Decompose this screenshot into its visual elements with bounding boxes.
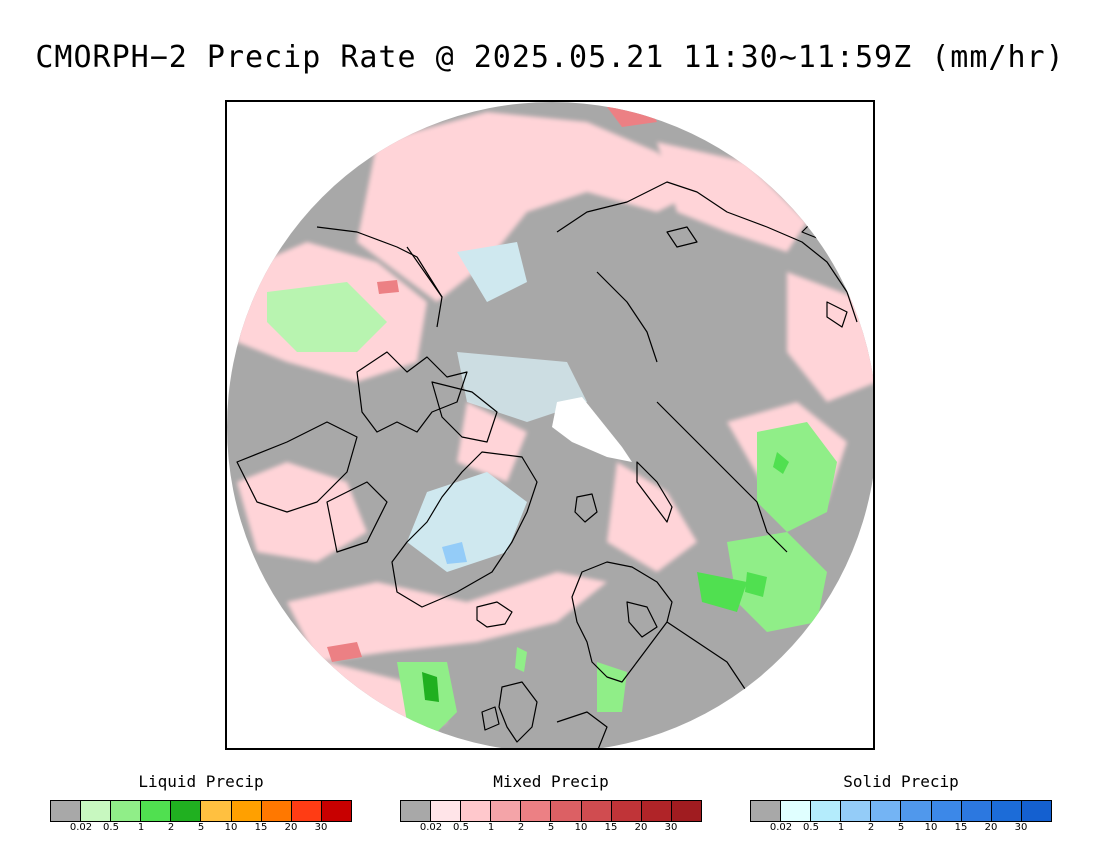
mixed-tick-label: 2 <box>517 822 525 833</box>
color-scale-solid <box>750 800 1052 822</box>
liquid-tick-label: 2 <box>167 822 175 833</box>
color-scale-mixed <box>400 800 702 822</box>
mixed-swatch-4 <box>521 801 552 821</box>
mixed-swatch-0 <box>401 801 432 821</box>
solid-precip-areas <box>407 242 587 572</box>
solid-swatch-2 <box>811 801 842 821</box>
mixed-tick-label: 10 <box>574 822 588 833</box>
liquid-swatch-7 <box>261 801 292 821</box>
polar-precip-map <box>227 102 873 748</box>
legend-mixed: Mixed Precip 0.02 0.5 1 2 5 10 15 20 30 <box>400 770 702 840</box>
legend-solid: Solid Precip 0.02 0.5 1 2 5 10 15 20 30 <box>750 770 1052 840</box>
mixed-swatch-1 <box>431 801 462 821</box>
mixed-swatch-5 <box>551 801 582 821</box>
mixed-tick-label: 5 <box>547 822 555 833</box>
liquid-swatch-5 <box>201 801 232 821</box>
liquid-tick-label: 1 <box>137 822 145 833</box>
solid-tick-label: 15 <box>954 822 968 833</box>
liquid-swatch-8 <box>291 801 322 821</box>
legend-title-liquid: Liquid Precip <box>138 772 264 791</box>
mixed-swatch-3 <box>491 801 522 821</box>
legend-liquid: Liquid Precip 0.02 0.5 1 2 5 10 15 20 30 <box>50 770 352 840</box>
solid-swatch-9 <box>1021 801 1051 821</box>
liquid-swatch-1 <box>81 801 112 821</box>
liquid-tick-label: 10 <box>224 822 238 833</box>
mixed-tick-label: 1 <box>487 822 495 833</box>
solid-tick-label: 0.02 <box>769 822 793 833</box>
solid-swatch-6 <box>931 801 962 821</box>
liquid-tick-label: 30 <box>314 822 328 833</box>
liquid-tick-label: 15 <box>254 822 268 833</box>
liquid-tick-label: 20 <box>284 822 298 833</box>
tick-labels-liquid: 0.02 0.5 1 2 5 10 15 20 30 <box>50 822 352 836</box>
solid-swatch-5 <box>901 801 932 821</box>
mixed-swatch-9 <box>671 801 701 821</box>
solid-swatch-7 <box>961 801 992 821</box>
mixed-tick-label: 30 <box>664 822 678 833</box>
tick-labels-mixed: 0.02 0.5 1 2 5 10 15 20 30 <box>400 822 702 836</box>
solid-swatch-1 <box>781 801 812 821</box>
mixed-tick-label: 0.5 <box>453 822 469 833</box>
mixed-swatch-7 <box>611 801 642 821</box>
solid-swatch-4 <box>871 801 902 821</box>
color-scale-liquid <box>50 800 352 822</box>
solid-tick-label: 0.5 <box>803 822 819 833</box>
legend-title-solid: Solid Precip <box>843 772 959 791</box>
map-title: CMORPH−2 Precip Rate @ 2025.05.21 11:30∼… <box>35 40 1065 75</box>
liquid-precip-areas <box>267 282 837 742</box>
liquid-swatch-9 <box>321 801 351 821</box>
liquid-swatch-3 <box>141 801 172 821</box>
pole-data-gap <box>552 397 632 462</box>
legend-title-mixed: Mixed Precip <box>493 772 609 791</box>
map-frame <box>225 100 875 750</box>
liquid-tick-label: 5 <box>197 822 205 833</box>
liquid-swatch-4 <box>171 801 202 821</box>
mixed-swatch-6 <box>581 801 612 821</box>
solid-tick-label: 20 <box>984 822 998 833</box>
solid-tick-label: 2 <box>867 822 875 833</box>
mixed-swatch-8 <box>641 801 672 821</box>
liquid-swatch-6 <box>231 801 262 821</box>
liquid-swatch-0 <box>51 801 82 821</box>
solid-swatch-3 <box>841 801 872 821</box>
liquid-swatch-2 <box>111 801 142 821</box>
mixed-tick-label: 15 <box>604 822 618 833</box>
liquid-tick-label: 0.02 <box>69 822 93 833</box>
solid-tick-label: 10 <box>924 822 938 833</box>
solid-swatch-0 <box>751 801 782 821</box>
coastlines <box>236 181 858 748</box>
solid-tick-label: 1 <box>837 822 845 833</box>
liquid-tick-label: 0.5 <box>103 822 119 833</box>
mixed-tick-label: 0.02 <box>419 822 443 833</box>
tick-labels-solid: 0.02 0.5 1 2 5 10 15 20 30 <box>750 822 1052 836</box>
mixed-swatch-2 <box>461 801 492 821</box>
solid-swatch-8 <box>991 801 1022 821</box>
solid-tick-label: 5 <box>897 822 905 833</box>
mixed-tick-label: 20 <box>634 822 648 833</box>
solid-tick-label: 30 <box>1014 822 1028 833</box>
